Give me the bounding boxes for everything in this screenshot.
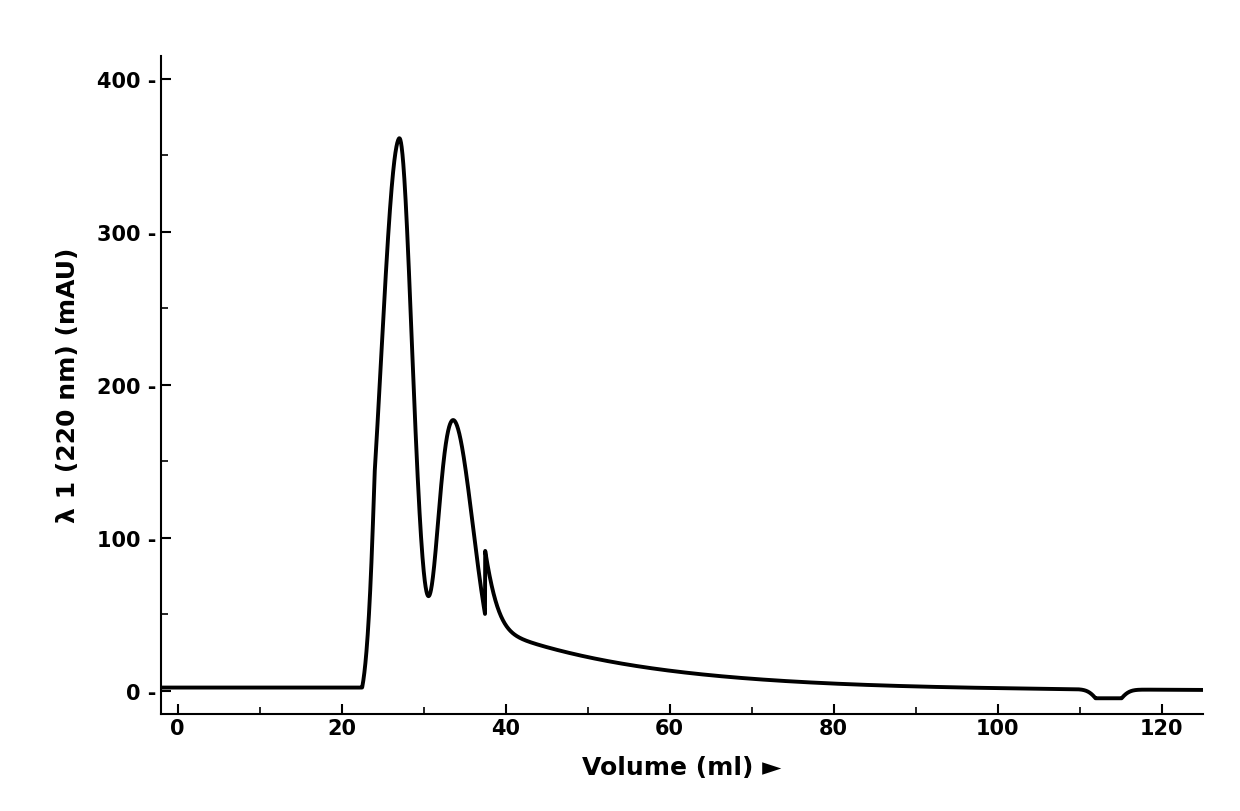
Y-axis label: λ 1 (220 nm) (mAU): λ 1 (220 nm) (mAU) bbox=[56, 247, 81, 523]
X-axis label: Volume (ml) ►: Volume (ml) ► bbox=[583, 755, 781, 779]
